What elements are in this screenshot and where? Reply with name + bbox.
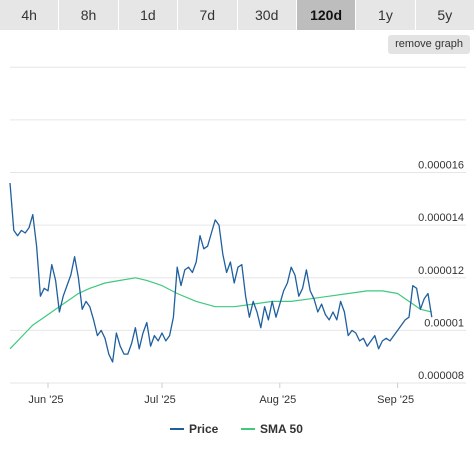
x-tick-label: Jun '25	[28, 394, 63, 406]
y-tick-label: 0.000008	[418, 370, 464, 382]
tab-7d[interactable]: 7d	[178, 0, 238, 30]
grid-lines	[10, 66, 466, 384]
series-line-price	[9, 182, 433, 363]
x-tick-label: Sep '25	[377, 394, 414, 406]
y-tick-label: 0.00001	[424, 317, 464, 329]
series-lines	[9, 182, 433, 363]
tab-8h[interactable]: 8h	[59, 0, 119, 30]
series-line-sma-50	[9, 277, 432, 350]
y-tick-label: 0.000014	[418, 212, 464, 224]
y-tick-label: 0.000016	[418, 160, 464, 172]
y-axis-labels: 0.000008 0.00001 0.000012 0.000014 0.000016	[418, 160, 464, 383]
y-tick-label: 0.000012	[418, 265, 464, 277]
legend-item-price[interactable]: Price	[189, 422, 219, 436]
legend-item-sma-50[interactable]: SMA 50	[260, 422, 303, 436]
tab-1d[interactable]: 1d	[118, 0, 179, 30]
x-tick-label: Aug '25	[259, 394, 296, 406]
legend: Price SMA 50	[170, 422, 303, 436]
tab-30d[interactable]: 30d	[237, 0, 297, 30]
tab-4h[interactable]: 4h	[0, 0, 60, 30]
x-tick-label: Jul '25	[144, 394, 175, 406]
tab-5y[interactable]: 5y	[415, 0, 474, 30]
tab-120d[interactable]: 120d	[296, 0, 357, 30]
x-axis-labels: Jun '25 Jul '25 Aug '25 Sep '25	[28, 383, 414, 406]
tab-1y[interactable]: 1y	[356, 0, 416, 30]
remove-graph-button[interactable]: remove graph	[388, 35, 470, 54]
time-range-tabs: 4h 8h 1d 7d 30d 120d 1y 5y	[0, 0, 474, 30]
